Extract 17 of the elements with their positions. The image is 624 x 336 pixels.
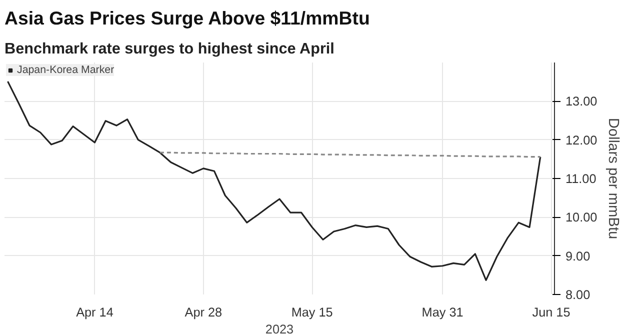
x-tick-label: Jun 15: [532, 306, 570, 320]
x-axis-title: 2023: [265, 322, 294, 336]
y-tick-label: 11.00: [566, 172, 596, 186]
chart-subtitle: Benchmark rate surges to highest since April: [4, 40, 334, 58]
legend-label: Japan-Korea Marker: [17, 64, 114, 76]
y-tick-label: 13.00: [566, 94, 598, 109]
y-tick-label: 8.00: [566, 288, 590, 302]
x-tick-label: Apr 28: [184, 306, 222, 320]
x-tick-label: May 15: [291, 306, 333, 320]
y-axis-title: Dollars per mmBtu: [605, 118, 622, 240]
chart-title: Asia Gas Prices Surge Above $11/mmBtu: [4, 8, 370, 28]
x-tick-label: May 31: [422, 306, 464, 320]
y-tick-label: 10.00: [566, 210, 598, 225]
y-tick-label: 9.00: [566, 249, 590, 264]
x-tick-label: Apr 14: [76, 306, 114, 320]
line-series: [6, 80, 542, 281]
y-tick-label: 12.00: [566, 133, 598, 148]
